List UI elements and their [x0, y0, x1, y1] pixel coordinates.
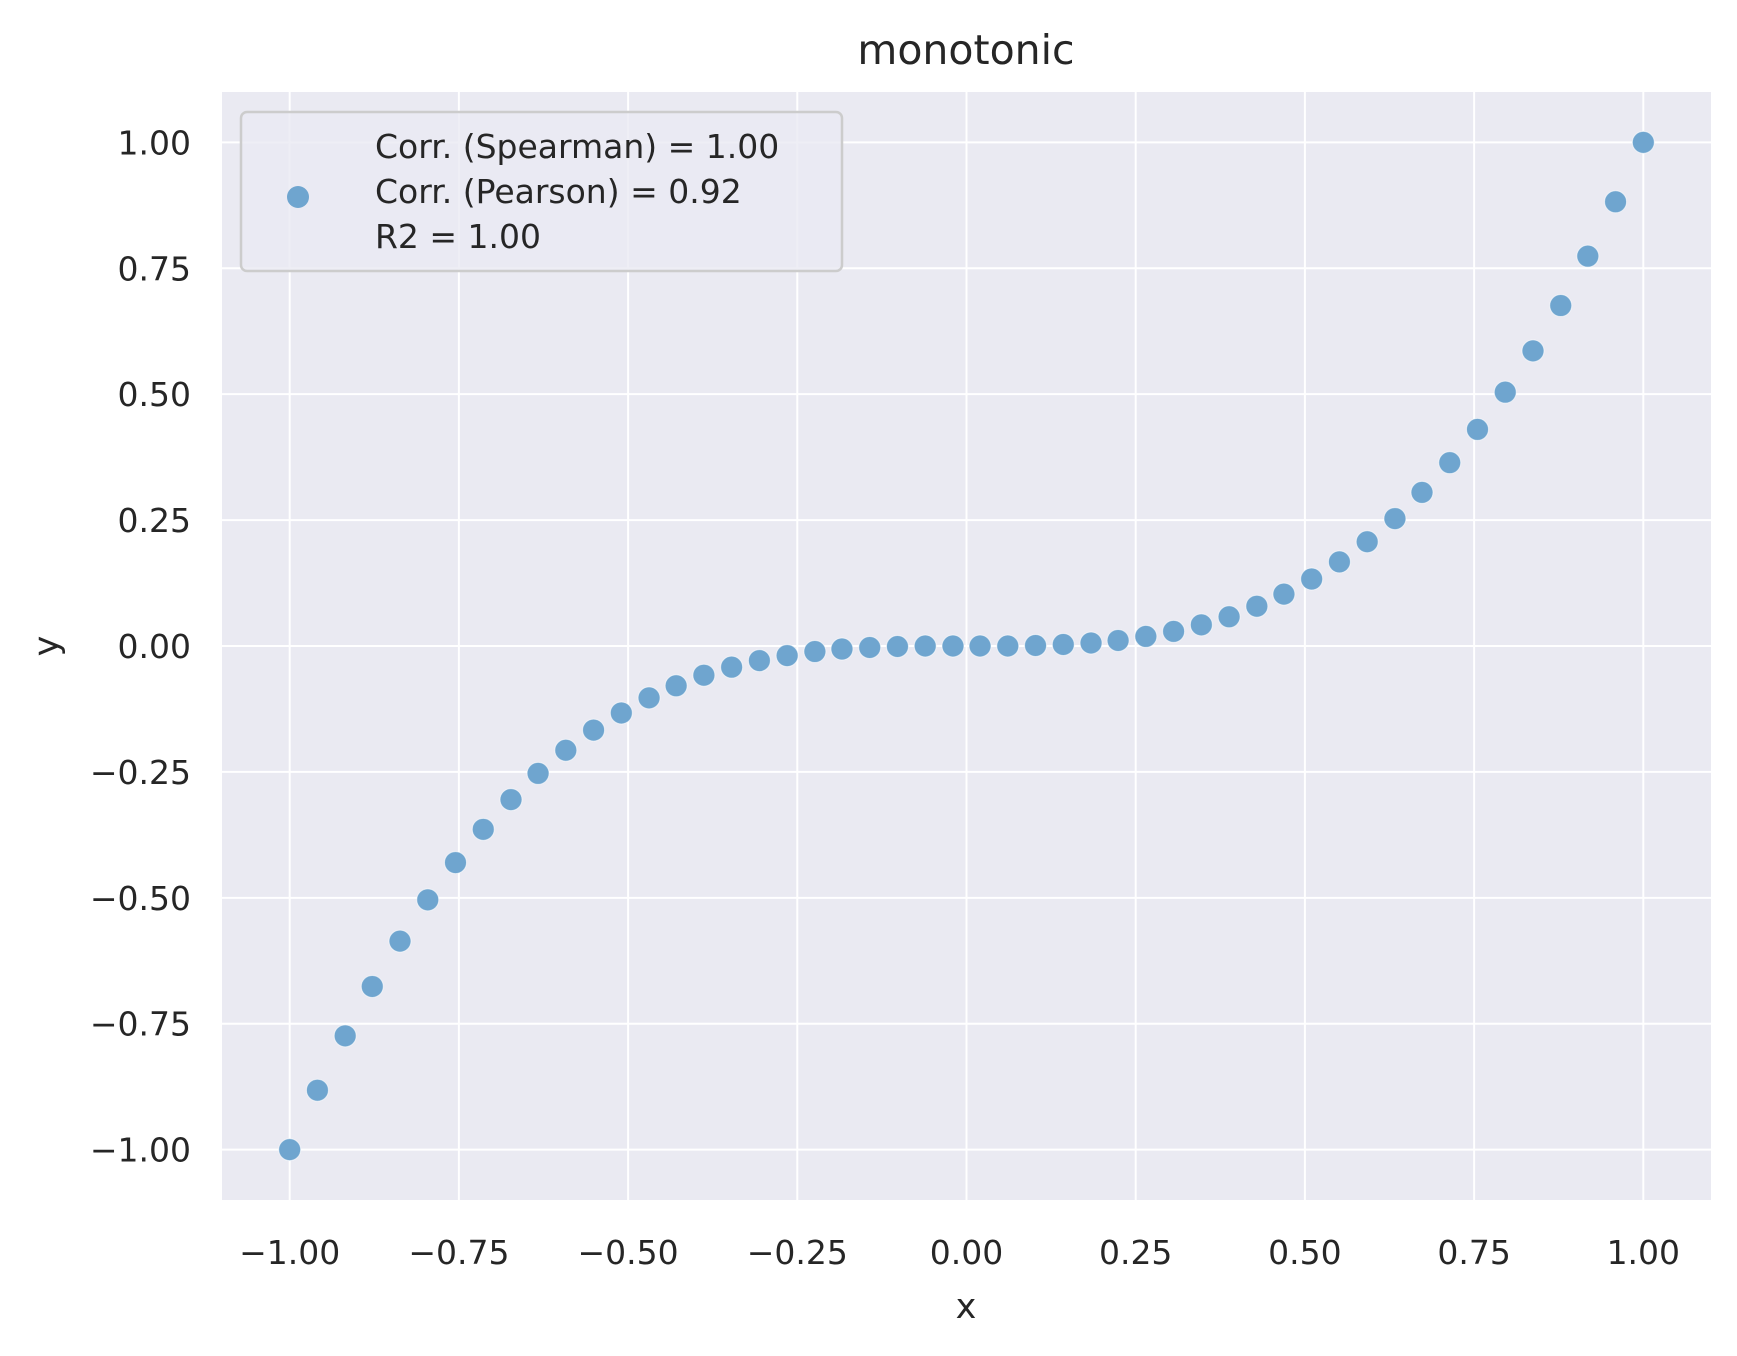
data-point — [582, 718, 606, 742]
data-point — [1024, 633, 1048, 657]
y-axis-label: y — [27, 636, 67, 657]
data-point — [1189, 613, 1213, 637]
grid-lines — [222, 92, 1711, 1200]
data-point — [1576, 244, 1600, 268]
data-point — [1631, 130, 1655, 154]
data-point — [388, 929, 412, 953]
data-point — [554, 738, 578, 762]
legend-line-pearson: Corr. (Pearson) = 0.92 — [375, 172, 742, 211]
y-tick-label: 0.00 — [118, 627, 191, 666]
data-points — [278, 130, 1655, 1162]
data-point — [1272, 582, 1296, 606]
data-point — [858, 636, 882, 660]
data-point — [775, 644, 799, 668]
y-tick-label: 0.25 — [118, 501, 191, 540]
data-point — [1493, 380, 1517, 404]
data-point — [1217, 605, 1241, 629]
data-point — [1327, 550, 1351, 574]
data-point — [747, 649, 771, 673]
y-tick-label: −0.25 — [90, 753, 191, 792]
data-point — [830, 637, 854, 661]
data-point — [885, 635, 909, 659]
data-point — [444, 851, 468, 875]
data-point — [526, 761, 550, 785]
legend: Corr. (Spearman) = 1.00 Corr. (Pearson) … — [239, 110, 844, 273]
x-tick-label: 0.00 — [930, 1233, 1003, 1272]
data-point — [499, 788, 523, 812]
data-point — [1549, 294, 1573, 318]
x-tick-labels: −1.00 −0.75 −0.50 −0.25 0.00 0.25 0.50 0.75 1.00 — [239, 1233, 1680, 1272]
data-point — [1438, 451, 1462, 475]
x-axis-label: x — [956, 1287, 977, 1327]
y-tick-label: 0.50 — [118, 375, 191, 414]
data-point — [941, 634, 965, 658]
legend-box — [239, 110, 844, 273]
data-point — [1079, 631, 1103, 655]
data-point — [1162, 619, 1186, 643]
x-tick-label: 0.25 — [1099, 1233, 1172, 1272]
data-point — [968, 634, 992, 658]
data-point — [360, 974, 384, 998]
data-point — [1355, 530, 1379, 554]
data-point — [1106, 628, 1130, 652]
y-tick-label: −1.00 — [90, 1131, 191, 1170]
data-point — [1521, 339, 1545, 363]
data-point — [803, 640, 827, 664]
data-point — [416, 888, 440, 912]
data-point — [692, 663, 716, 687]
chart-title: monotonic — [857, 26, 1074, 74]
data-point — [278, 1138, 302, 1162]
data-point — [1604, 190, 1628, 214]
y-tick-label: 0.75 — [118, 249, 191, 288]
legend-marker — [287, 186, 309, 208]
x-tick-label: 0.50 — [1268, 1233, 1341, 1272]
legend-line-spearman: Corr. (Spearman) = 1.00 — [375, 127, 779, 166]
data-point — [333, 1024, 357, 1048]
data-point — [305, 1078, 329, 1102]
x-tick-label: −0.50 — [578, 1233, 679, 1272]
data-point — [996, 634, 1020, 658]
data-point — [1245, 594, 1269, 618]
legend-line-r2: R2 = 1.00 — [375, 217, 541, 256]
data-point — [1410, 480, 1434, 504]
y-tick-label: −0.75 — [90, 1005, 191, 1044]
y-tick-label: 1.00 — [118, 123, 191, 162]
y-tick-labels: 1.00 0.75 0.50 0.25 0.00 −0.25 −0.50 −0.75 −1.00 — [90, 123, 191, 1169]
x-tick-label: −1.00 — [239, 1233, 340, 1272]
data-point — [471, 817, 495, 841]
y-tick-label: −0.50 — [90, 879, 191, 918]
data-point — [1383, 507, 1407, 531]
data-point — [1300, 567, 1324, 591]
data-point — [1134, 624, 1158, 648]
data-point — [637, 686, 661, 710]
data-point — [609, 701, 633, 725]
data-point — [1051, 632, 1075, 656]
data-point — [720, 655, 744, 679]
x-tick-label: −0.25 — [747, 1233, 848, 1272]
data-point — [664, 674, 688, 698]
data-point — [1465, 417, 1489, 441]
x-tick-label: 0.75 — [1437, 1233, 1510, 1272]
x-tick-label: −0.75 — [408, 1233, 509, 1272]
data-point — [913, 634, 937, 658]
x-tick-label: 1.00 — [1607, 1233, 1680, 1272]
